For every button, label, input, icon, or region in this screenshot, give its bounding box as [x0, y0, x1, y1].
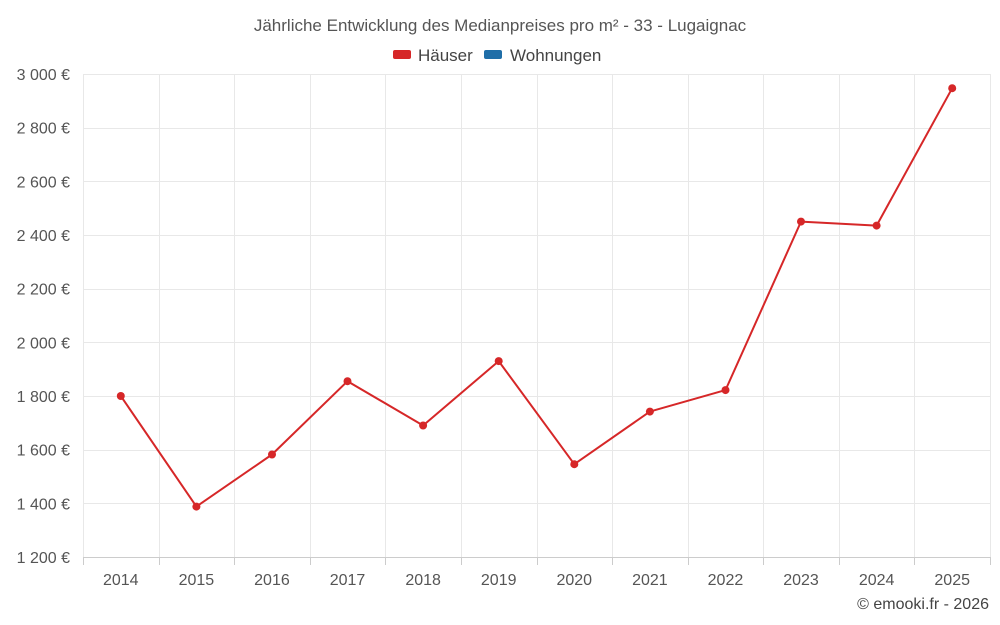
x-tick-label: 2014	[103, 572, 139, 589]
x-tick-label: 2023	[783, 572, 819, 589]
y-tick-label: 1 200 €	[17, 550, 70, 567]
legend-label-wohnungen: Wohnungen	[510, 46, 601, 65]
data-point	[192, 502, 201, 511]
credit-label: © emooki.fr - 2026	[857, 596, 989, 613]
y-tick-label: 1 600 €	[17, 443, 70, 460]
y-tick-label: 2 800 €	[17, 121, 70, 138]
x-tick-label: 2022	[708, 572, 744, 589]
data-point	[797, 217, 805, 226]
x-tick-label: 2016	[254, 572, 290, 589]
data-point	[645, 407, 654, 416]
x-axis: 2014 2015 2016 2017 2018 2019 2020 2021 2022 2023…	[103, 572, 970, 589]
y-tick-label: 1 400 €	[17, 496, 70, 513]
data-point	[116, 392, 125, 400]
data-point	[419, 421, 428, 430]
y-tick-label: 3 000 €	[17, 67, 70, 84]
y-tick-label: 2 400 €	[17, 228, 70, 245]
series-line-huser	[119, 87, 954, 508]
y-tick-label: 2 600 €	[17, 174, 70, 191]
x-tick-label: 2018	[405, 572, 441, 589]
legend-swatch-wohnungen	[484, 50, 502, 59]
data-point	[268, 450, 276, 459]
grid	[83, 74, 991, 565]
chart-title: Jährliche Entwicklung des Medianpreises …	[254, 16, 747, 35]
data-point	[570, 460, 579, 469]
y-tick-label: 2 200 €	[17, 282, 70, 299]
x-tick-label: 2015	[179, 572, 215, 589]
y-tick-label: 1 800 €	[17, 389, 70, 406]
x-tick-label: 2017	[330, 572, 366, 589]
x-tick-label: 2019	[481, 572, 517, 589]
x-tick-label: 2021	[632, 572, 668, 589]
y-axis: 1 200 € 1 400 € 1 600 € 1 800 € 2 000 € 2 200…	[17, 67, 70, 567]
data-point	[494, 357, 503, 366]
data-point	[948, 84, 957, 93]
data-point	[721, 386, 730, 395]
x-tick-label: 2025	[934, 572, 970, 589]
series-layer	[116, 84, 957, 511]
y-tick-label: 2 000 €	[17, 335, 70, 352]
x-tick-label: 2020	[556, 572, 592, 589]
legend-label-haeuser: Häuser	[418, 46, 473, 65]
legend: Häuser Wohnungen	[393, 46, 601, 65]
data-point	[343, 377, 352, 386]
x-tick-label: 2024	[859, 572, 895, 589]
legend-swatch-haeuser	[393, 50, 411, 59]
data-point	[872, 221, 881, 230]
